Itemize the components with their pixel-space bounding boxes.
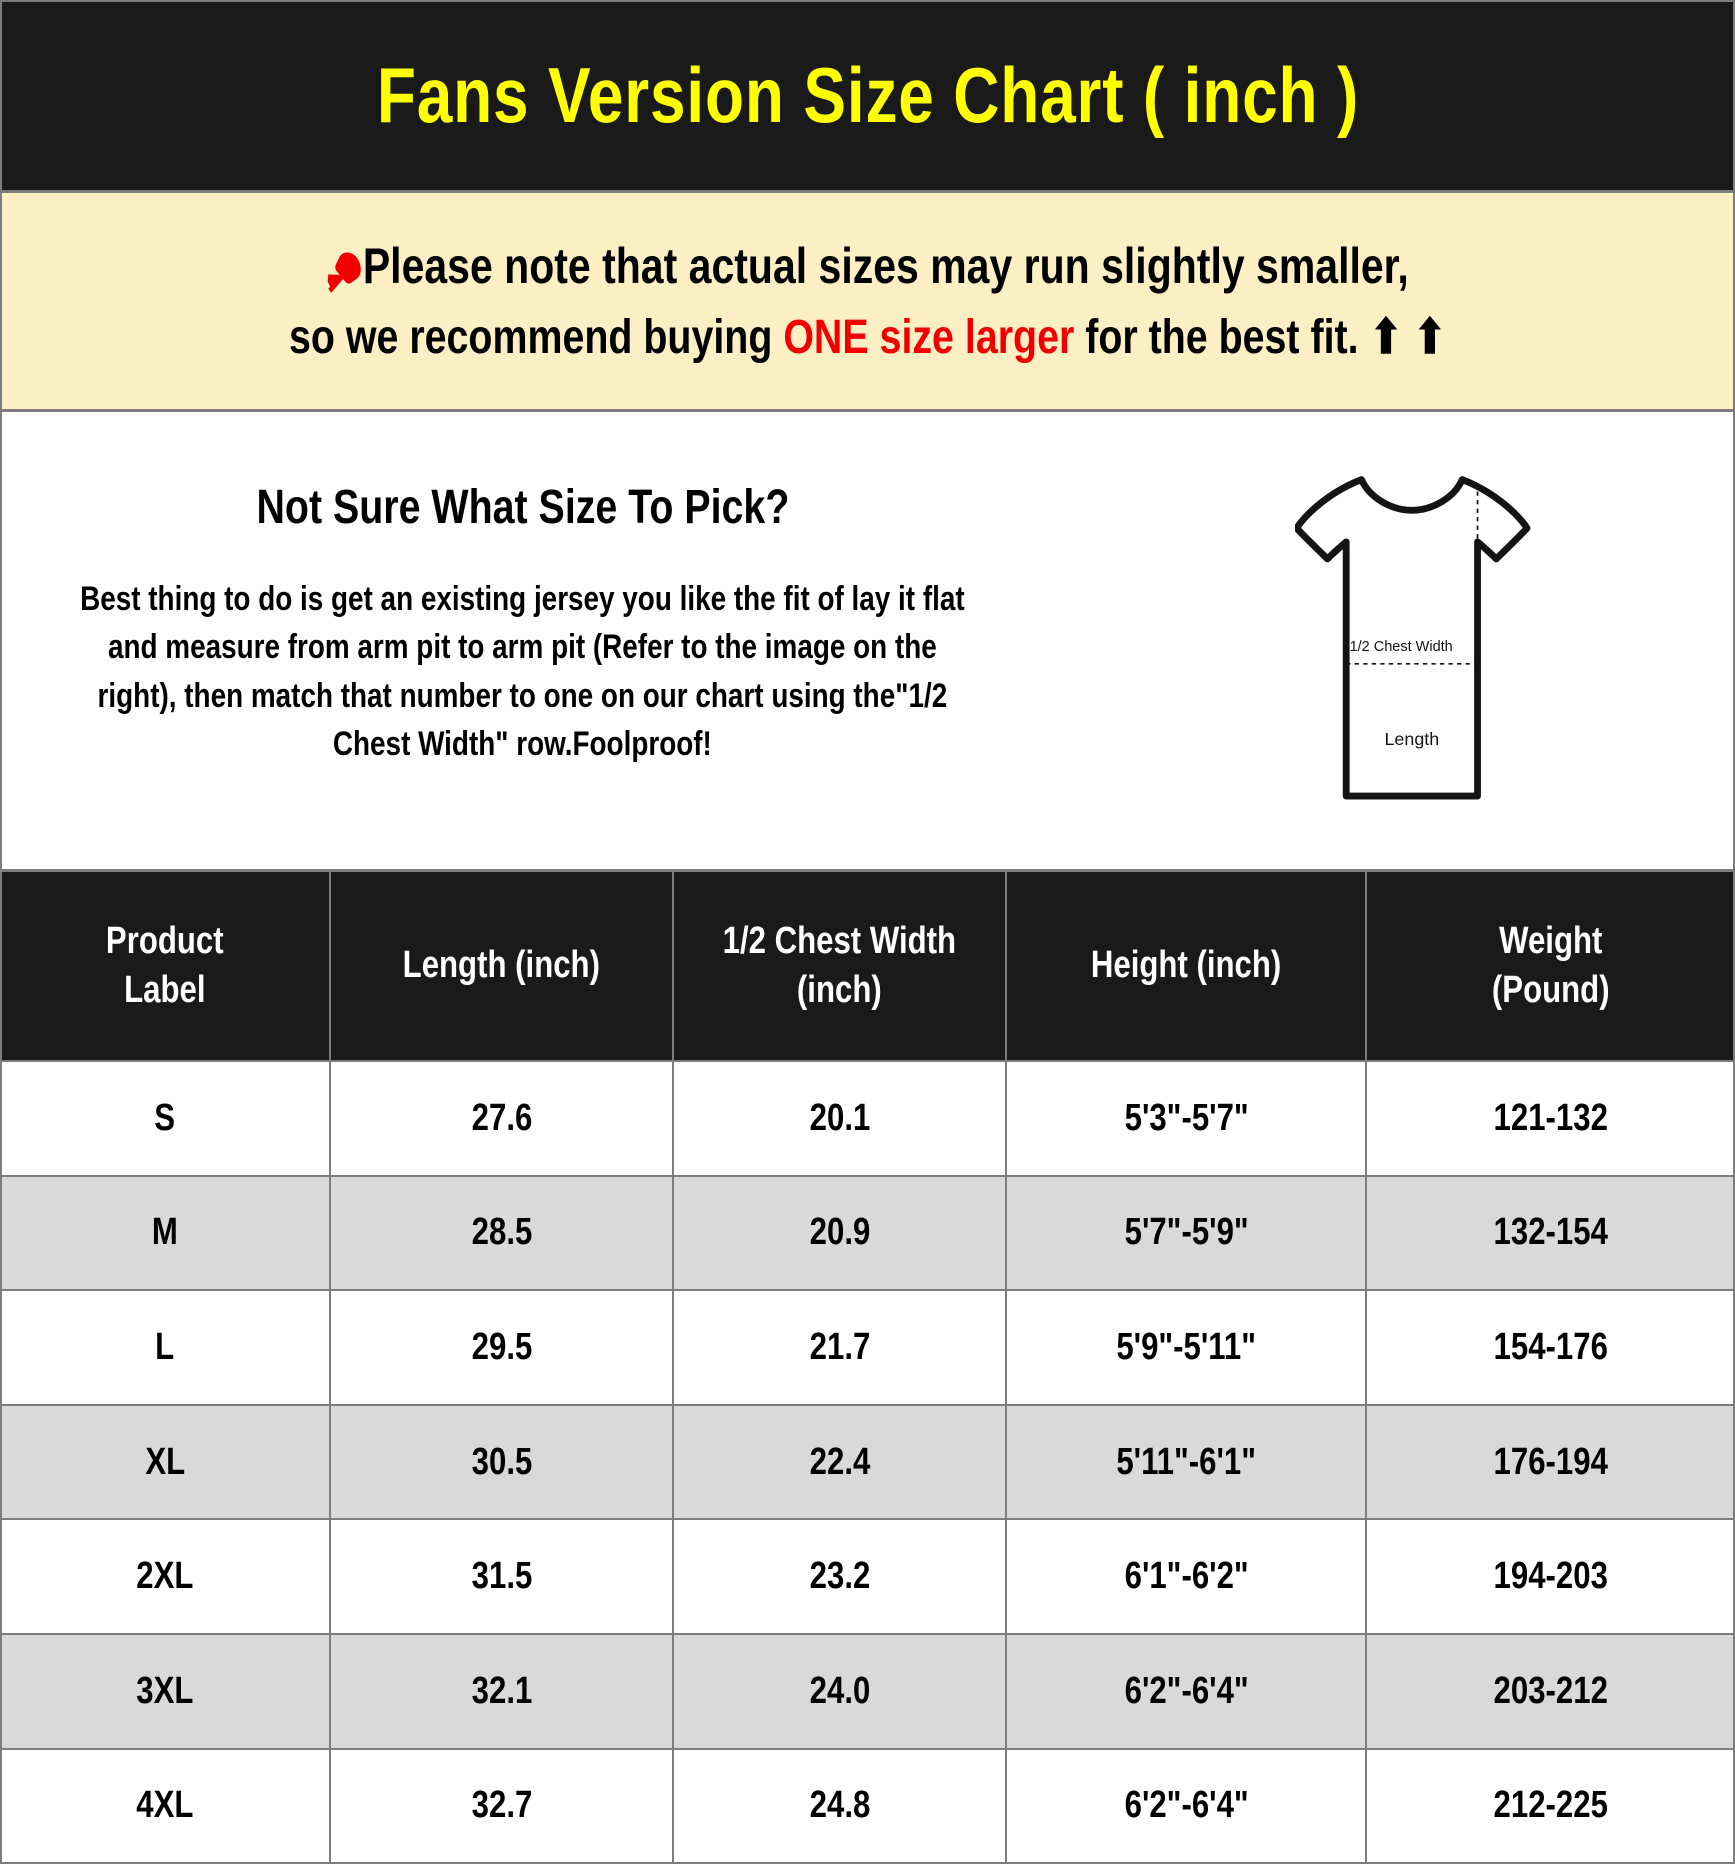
svg-text:1/2 Chest Width: 1/2 Chest Width [1350,639,1453,655]
svg-text:Length: Length [1384,729,1439,749]
